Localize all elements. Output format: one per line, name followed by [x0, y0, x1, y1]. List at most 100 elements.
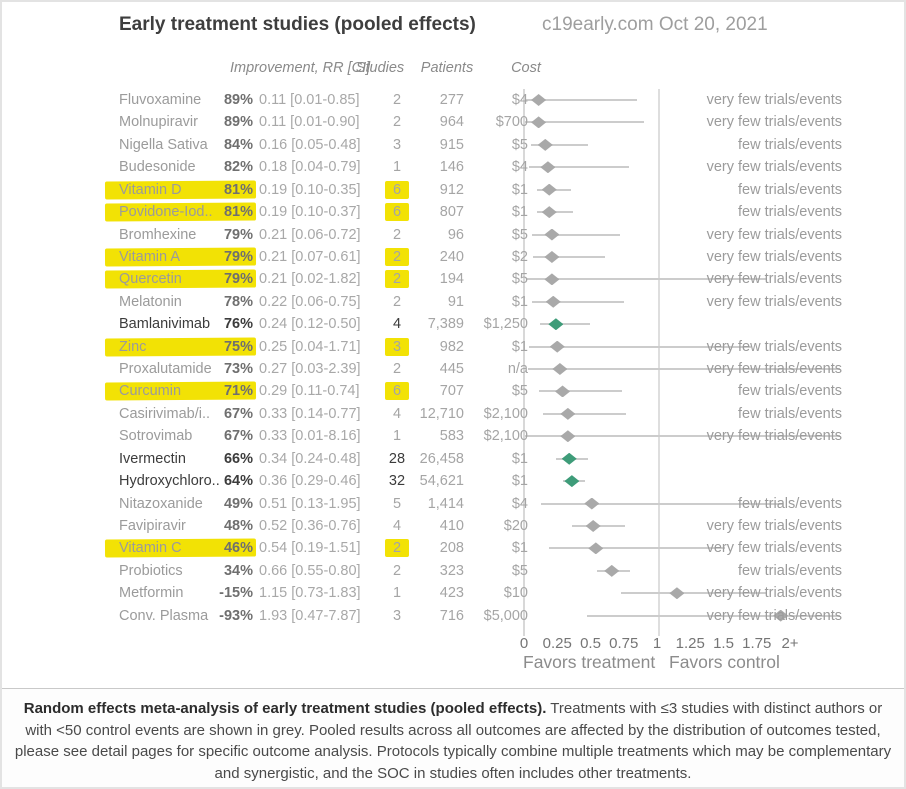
effect-diamond: [531, 94, 547, 106]
improvement-pct: 81%: [223, 181, 253, 198]
treatment-row: Favipiravir 48% 0.52 [0.36-0.76] 4 410 $20 ver…: [2, 515, 904, 537]
improvement-pct: 78%: [223, 293, 253, 310]
treatment-name: Bamlanivimab: [119, 316, 211, 333]
studies-count: 6: [392, 181, 402, 198]
rr-ci: 1.15 [0.73-1.83]: [259, 585, 361, 602]
rr-ci: 0.54 [0.19-1.51]: [259, 540, 361, 557]
effect-diamond: [584, 497, 600, 510]
treatment-name: Zinc: [119, 338, 147, 355]
treatment-name: Probiotics: [119, 562, 183, 579]
improvement-pct: 89%: [223, 92, 253, 108]
treatment-name: Povidone-Iod..: [119, 204, 213, 221]
treatment-name: Budesonide: [119, 159, 196, 176]
effect-diamond: [544, 273, 560, 286]
rr-ci: 0.18 [0.04-0.79]: [259, 159, 361, 176]
cost-value: $4: [511, 92, 528, 108]
cost-value: $5: [511, 271, 528, 288]
studies-highlight-marker: [385, 539, 409, 558]
treatment-row: Melatonin 78% 0.22 [0.06-0.75] 2 91 $1 very fe…: [2, 291, 904, 313]
ci-whisker: [549, 547, 725, 550]
column-header-studies: Studies: [355, 60, 405, 76]
column-header-patients: Patients: [420, 60, 474, 76]
axis-tick: 1.5: [713, 635, 734, 652]
rr-ci: 0.16 [0.05-0.48]: [259, 136, 361, 153]
treatment-row: Zinc 75% 0.25 [0.04-1.71] 3 982 $1 very few tr…: [2, 336, 904, 358]
effect-diamond: [544, 250, 560, 263]
trials-note: very few trials/events: [706, 540, 842, 557]
ci-whisker: [586, 614, 840, 617]
ci-whisker: [538, 390, 623, 393]
cost-value: $1,250: [483, 316, 528, 333]
treatment-name: Vitamin C: [119, 540, 182, 557]
axis-tick: 0.5: [580, 635, 601, 652]
rr-ci: 0.11 [0.01-0.90]: [259, 114, 360, 131]
patients-count: 707: [439, 383, 464, 400]
improvement-pct: 73%: [223, 361, 253, 378]
treatment-name: Conv. Plasma: [119, 607, 209, 624]
axis-tick: 2+: [781, 635, 799, 652]
studies-count: 6: [392, 204, 402, 221]
trials-note: very few trials/events: [706, 607, 842, 624]
treatment-row: Vitamin D 81% 0.19 [0.10-0.35] 6 912 $1 few tr…: [2, 179, 904, 201]
improvement-pct: -93%: [219, 607, 253, 624]
patients-count: 26,458: [419, 450, 464, 467]
studies-highlight-marker: [385, 203, 409, 222]
improvement-pct: 79%: [223, 271, 253, 288]
axis-tick: 0: [519, 635, 529, 652]
studies-count: 1: [392, 428, 402, 445]
axis-tick: 1: [652, 635, 662, 652]
treatment-row: Curcumin 71% 0.29 [0.11-0.74] 6 707 $5 few tri…: [2, 380, 904, 402]
ci-whisker: [530, 143, 588, 146]
patients-count: 194: [439, 271, 464, 288]
improvement-pct: 84%: [223, 136, 253, 153]
cost-value: $4: [511, 495, 528, 512]
ci-whisker: [542, 412, 627, 415]
effect-diamond: [560, 407, 576, 420]
studies-count: 2: [392, 271, 402, 288]
studies-highlight-marker: [385, 270, 409, 289]
rr-ci: 1.93 [0.47-7.87]: [259, 607, 361, 624]
trials-note: very few trials/events: [706, 585, 842, 602]
rr-ci: 0.29 [0.11-0.74]: [259, 383, 360, 400]
treatment-row: Proxalutamide 73% 0.27 [0.03-2.39] 2 445 n/a v…: [2, 358, 904, 380]
effect-diamond: [541, 206, 557, 219]
studies-highlight-marker: [385, 247, 409, 266]
rr-ci: 0.33 [0.14-0.77]: [259, 405, 361, 422]
treatment-row: Fluvoxamine 89% 0.11 [0.01-0.85] 2 277 $4 very…: [2, 89, 904, 111]
ci-whisker: [525, 121, 644, 124]
studies-count: 3: [392, 136, 402, 153]
studies-count: 2: [392, 114, 402, 131]
treatment-row: Ivermectin 66% 0.34 [0.24-0.48] 28 26,458 $1: [2, 448, 904, 470]
studies-count: 2: [392, 293, 402, 310]
footnote-bold: Random effects meta-analysis of early tr…: [23, 700, 547, 717]
effect-diamond: [585, 519, 601, 532]
effect-diamond: [588, 542, 604, 555]
treatment-row: Nigella Sativa 84% 0.16 [0.05-0.48] 3 915 $5 f…: [2, 134, 904, 156]
cost-value: $5: [511, 562, 528, 579]
trials-note: few trials/events: [738, 405, 842, 422]
improvement-pct: 81%: [223, 204, 253, 221]
patients-count: 964: [439, 114, 464, 131]
studies-count: 3: [392, 607, 402, 624]
improvement-pct: 67%: [223, 428, 253, 445]
rr-ci: 0.21 [0.02-1.82]: [259, 271, 361, 288]
improvement-pct: 48%: [223, 517, 253, 534]
patients-count: 912: [439, 181, 464, 198]
ci-whisker: [525, 435, 840, 438]
cost-value: $5,000: [483, 607, 528, 624]
treatment-name: Nigella Sativa: [119, 136, 208, 153]
page-title: Early treatment studies (pooled effects): [119, 14, 476, 35]
studies-count: 2: [392, 248, 402, 265]
patients-count: 323: [439, 562, 464, 579]
cost-value: $1: [511, 204, 528, 221]
patients-count: 982: [439, 338, 464, 355]
rr-ci: 0.34 [0.24-0.48]: [259, 450, 361, 467]
rr-ci: 0.52 [0.36-0.76]: [259, 517, 361, 534]
patients-count: 208: [439, 540, 464, 557]
trials-note: few trials/events: [738, 383, 842, 400]
axis-tick: 1.75: [742, 635, 772, 652]
favors-control-label: Favors control: [669, 652, 780, 672]
cost-value: $2: [511, 248, 528, 265]
effect-diamond: [561, 452, 577, 465]
patients-count: 7,389: [427, 316, 464, 333]
